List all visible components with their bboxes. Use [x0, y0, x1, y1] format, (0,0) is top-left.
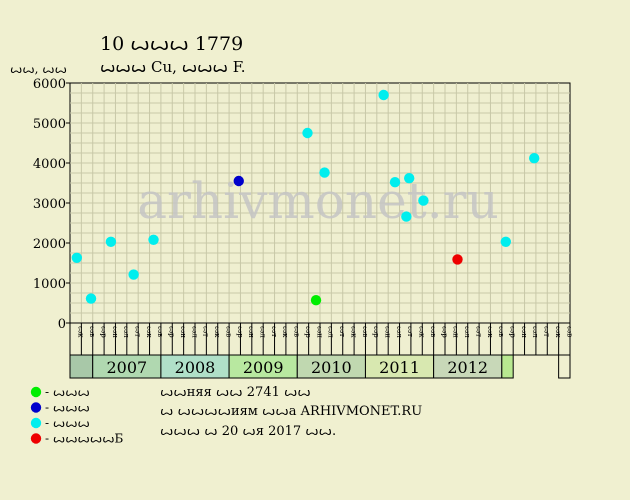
month-label: ꙍв [497, 326, 505, 337]
data-point [319, 167, 330, 178]
data-point [128, 269, 139, 280]
info-line-3: ꙍꙍꙍ ꙍ 20 ꙍя 2017 ꙍꙍ. [160, 424, 336, 439]
month-label: ꙍв [156, 326, 164, 337]
data-point [310, 295, 322, 306]
legend-label: - ꙍꙍꙍ [45, 385, 90, 399]
month-label: ꙍр [372, 326, 380, 338]
data-point [389, 177, 401, 188]
month-label: ꙍл [327, 326, 335, 338]
month-label: ꙍн [315, 326, 323, 338]
month-label: ꙍр [168, 326, 176, 338]
watermark: arhivmonet.ru [137, 172, 499, 230]
data-point [378, 89, 389, 101]
month-label: ꙍт [474, 326, 482, 337]
data-points [71, 89, 540, 306]
data-point [105, 236, 117, 247]
month-label: ꙍт [270, 326, 278, 337]
month-label: ꙍв [361, 326, 369, 337]
month-label: ꙍк [349, 326, 357, 338]
month-label: ꙍв [565, 326, 573, 337]
month-label: ꙍр [304, 326, 312, 338]
y-tick-label: 4000 [33, 157, 66, 172]
month-label: ꙍт [338, 326, 346, 337]
data-point [85, 293, 97, 304]
data-point [452, 254, 463, 265]
y-tick-label: 2000 [33, 237, 66, 252]
year-label: 2012 [447, 358, 488, 377]
year-label: 2010 [311, 358, 352, 377]
legend-marker [30, 417, 42, 429]
month-label: ꙍв [224, 326, 232, 337]
y-tick-label: 6000 [33, 77, 66, 92]
month-label: ꙍк [554, 326, 562, 338]
data-point [71, 252, 83, 263]
month-label: ꙍк [418, 326, 426, 338]
month-label: ꙍв [293, 326, 301, 337]
month-label: ꙍн [520, 326, 528, 338]
y-tick-label: 0 [58, 317, 66, 332]
month-label: ꙍк [145, 326, 153, 338]
month-label: ꙍн [111, 326, 119, 338]
chart-subtitle: ꙍꙍꙍ Cu, ꙍꙍꙍ F. [100, 58, 246, 76]
month-label: ꙍн [247, 326, 255, 338]
y-axis-ticks: 0 1000 2000 3000 4000 5000 6000 [33, 77, 70, 332]
month-label: ꙍт [406, 326, 414, 337]
month-label: ꙍл [395, 326, 403, 338]
month-label: ꙍв [429, 326, 437, 337]
legend: - ꙍꙍꙍ- ꙍꙍꙍ- ꙍꙍꙍ- ꙍꙍꙍꙍꙍБ [30, 385, 124, 446]
month-label: ꙍт [202, 326, 210, 337]
data-point [401, 211, 412, 222]
month-label: ꙍр [440, 326, 448, 338]
month-label: ꙍл [531, 326, 539, 338]
month-label: ꙍн [179, 326, 187, 338]
month-label: ꙍн [384, 326, 392, 338]
month-label: ꙍк [213, 326, 221, 338]
legend-marker [30, 402, 42, 413]
data-point [302, 127, 313, 139]
data-point [418, 195, 429, 206]
data-point [404, 173, 415, 184]
month-label: ꙍл [463, 326, 471, 338]
month-label: ꙍр [236, 326, 244, 338]
y-tick-label: 5000 [33, 117, 66, 132]
info-line-2: ꙍ ꙍꙍꙍꙍиям ꙍꙍа ARHIVMONET.RU [160, 404, 422, 419]
year-label: 2007 [106, 358, 147, 377]
month-label: ꙍл [259, 326, 267, 338]
month-label: ꙍк [77, 326, 85, 338]
month-label: ꙍт [543, 326, 551, 337]
legend-marker [30, 386, 42, 398]
month-labels: ꙍк ꙍв ꙍр ꙍн ꙍл ꙍт ꙍк ꙍв ꙍр ꙍн ꙍл ꙍт ꙍк ꙍв ꙍр ꙍн ꙍл ꙍт ꙍк ꙍв… [77, 323, 573, 355]
data-point [148, 234, 159, 245]
data-point [233, 175, 244, 187]
year-band: 2007 2008 2009 2010 2011 2012 [69, 354, 571, 379]
year-label: 2008 [175, 358, 216, 377]
month-label: ꙍл [190, 326, 198, 338]
legend-label: - ꙍꙍꙍ [45, 401, 90, 415]
month-label: ꙍт [134, 326, 142, 337]
year-label: 2011 [379, 358, 420, 377]
chart-title: 10 ꙍꙍꙍ 1779 [100, 33, 243, 55]
data-point [529, 153, 540, 164]
legend-label: - ꙍꙍꙍꙍꙍБ [45, 432, 124, 446]
month-label: ꙍк [486, 326, 494, 338]
year-cell [501, 354, 514, 379]
y-tick-label: 3000 [33, 197, 66, 212]
legend-marker [30, 433, 42, 444]
year-label: 2009 [243, 358, 284, 377]
y-axis-units: ꙍꙍ, ꙍꙍ [10, 62, 67, 76]
y-tick-label: 1000 [33, 277, 66, 292]
month-label: ꙍк [281, 326, 289, 338]
data-point [500, 236, 511, 247]
info-line-1: ꙍꙍняя ꙍꙍ 2741 ꙍꙍ [160, 385, 311, 400]
grid-lines [70, 83, 570, 323]
month-label: ꙍр [99, 326, 107, 338]
legend-label: - ꙍꙍꙍ [45, 416, 90, 430]
month-label: ꙍл [122, 326, 130, 338]
month-label: ꙍв [88, 326, 96, 337]
month-label: ꙍр [509, 326, 517, 338]
year-band-frame [558, 354, 571, 379]
month-label: ꙍн [452, 326, 460, 338]
year-cell-lead [69, 354, 94, 379]
